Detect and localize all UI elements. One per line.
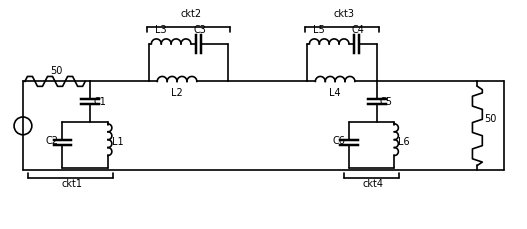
Text: C3: C3 — [194, 25, 207, 35]
Text: C1: C1 — [93, 96, 106, 106]
Text: C4: C4 — [352, 25, 365, 35]
Text: L5: L5 — [314, 25, 325, 35]
Text: L2: L2 — [171, 88, 183, 98]
Text: 50: 50 — [51, 66, 63, 76]
Text: ckt3: ckt3 — [333, 9, 354, 19]
Text: ckt4: ckt4 — [363, 178, 384, 188]
Text: L6: L6 — [398, 136, 410, 146]
Text: L1: L1 — [112, 136, 123, 146]
Text: C5: C5 — [379, 96, 393, 106]
Text: L4: L4 — [329, 88, 341, 98]
Text: C2: C2 — [46, 136, 58, 145]
Text: C6: C6 — [332, 136, 345, 145]
Text: L3: L3 — [155, 25, 167, 35]
Text: ckt1: ckt1 — [62, 178, 82, 188]
Text: 50: 50 — [484, 113, 496, 123]
Text: ckt2: ckt2 — [180, 9, 201, 19]
